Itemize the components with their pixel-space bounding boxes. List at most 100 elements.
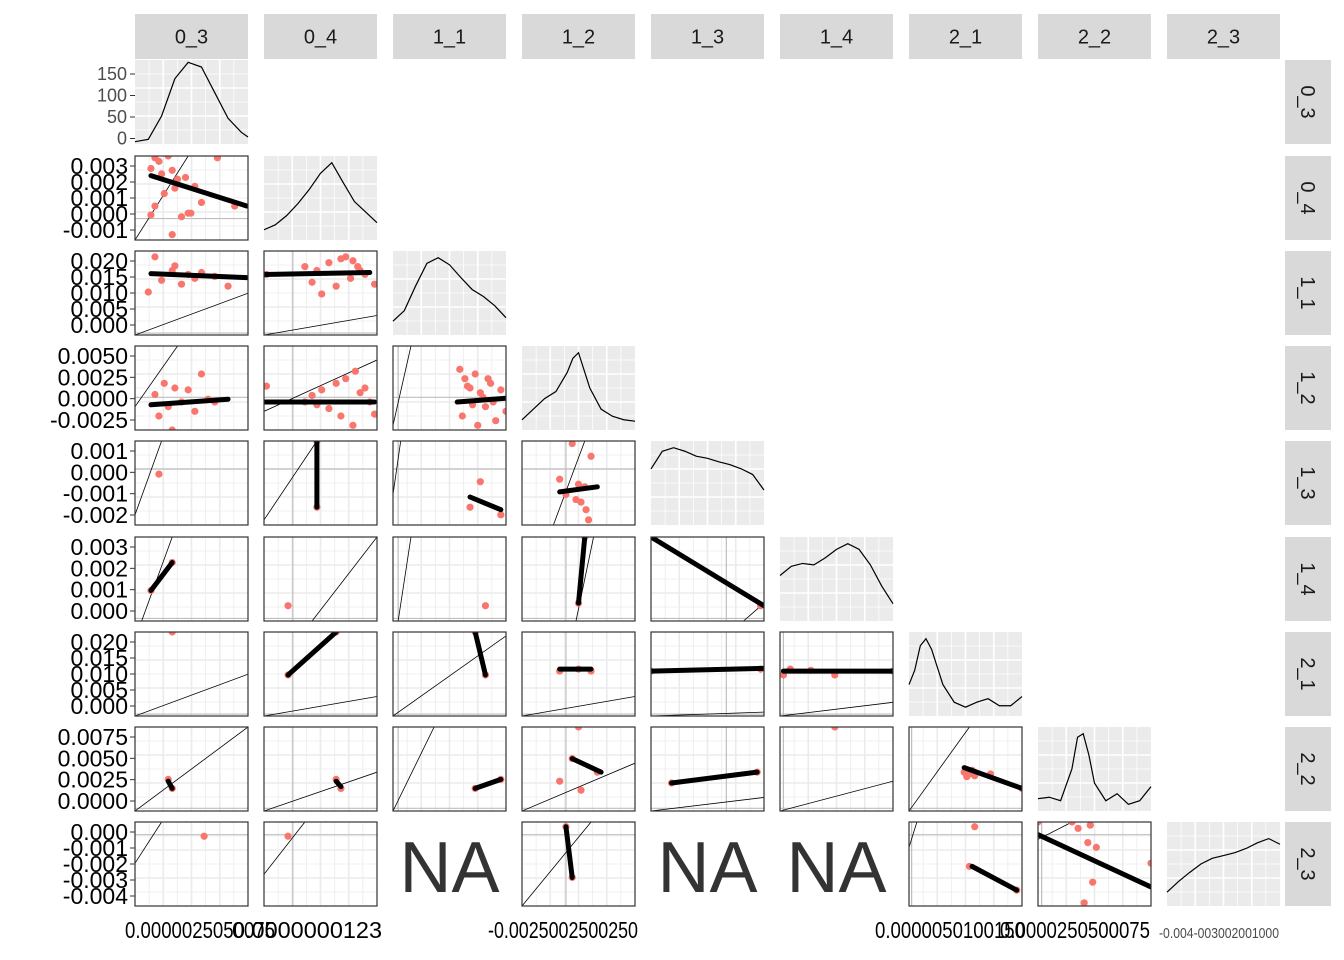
x-tick-label-0_3: 0.0000025050075: [125, 917, 275, 943]
reference-line: [393, 727, 435, 811]
data-point: [1038, 822, 1042, 826]
reference-line: [651, 711, 764, 716]
data-point: [200, 832, 208, 840]
reference-line: [780, 701, 893, 716]
panel-frame: [521, 440, 636, 526]
top-strip-label-2_3: 2_3: [1207, 27, 1240, 49]
fit-line: [285, 632, 339, 678]
scatter-panel-2_1-vs-0_3: [135, 632, 248, 716]
density-panel-0_4: [263, 156, 378, 240]
reference-line: [575, 537, 594, 621]
y-tick-label-2_1: 0.015: [70, 645, 128, 671]
data-point: [337, 412, 345, 420]
density-curve-1_1: [392, 257, 507, 322]
data-point: [318, 290, 326, 298]
scatter-panel-1_3-vs-0_3: [135, 441, 248, 525]
scatter-panel-2_2-vs-1_3: [651, 727, 764, 811]
data-point: [151, 390, 159, 399]
top-strip-label-0_3: 0_3: [175, 27, 208, 49]
y-tick-label-2_1: 0.010: [70, 661, 128, 687]
reference-line: [135, 346, 178, 407]
density-curve-2_1: [908, 637, 1023, 708]
fit-line: [472, 632, 488, 678]
panel-frame: [908, 821, 1023, 907]
y-tick-label-1_4: 0.001: [70, 577, 128, 603]
y-tick-label-0_4: 0.002: [70, 169, 128, 195]
fit-line: [148, 173, 248, 209]
data-point: [1092, 843, 1100, 851]
y-tick-label-1_2: 0.0050: [58, 343, 128, 369]
scatter-panel-2_1-vs-1_2: [522, 632, 635, 716]
y-tick-label: 0: [117, 129, 127, 149]
scatter-panel-2_2-vs-1_2: [522, 727, 635, 811]
data-point: [308, 278, 316, 286]
scatter-panel-1_4-vs-1_1: [393, 537, 506, 621]
reference-line: [909, 727, 970, 811]
scatter-panel-2_3-vs-1_2: [522, 822, 635, 906]
reference-line: [135, 673, 248, 716]
data-point: [151, 253, 159, 261]
data-point: [497, 511, 505, 519]
reference-line: [651, 797, 764, 811]
data-point: [1147, 859, 1151, 867]
y-tick-label-1_4: 0.003: [70, 534, 128, 560]
na-label: NA: [786, 828, 886, 908]
scatter-panel-2_3-vs-0_4: [264, 822, 377, 906]
scatter-panel-2_1-vs-1_4: [780, 632, 893, 716]
data-point: [155, 157, 163, 165]
reference-line: [135, 822, 162, 864]
top-strip-label-0_4: 0_4: [304, 27, 337, 49]
panel-frame: [521, 631, 636, 717]
top-strip-0_4: [264, 14, 377, 59]
panel-frame: [392, 631, 507, 717]
panel-frame: [521, 536, 636, 622]
data-point: [284, 602, 292, 610]
reference-line: [522, 762, 635, 811]
scatter-panel-0_4-vs-0_3: [135, 156, 248, 240]
panel-frame: [263, 821, 378, 907]
right-strip-label-1_3: 1_3: [1296, 466, 1318, 499]
y-tick-label-2_1: 0.000: [70, 693, 128, 719]
data-point: [171, 384, 179, 392]
y-tick-label-2_2: 0.0025: [58, 767, 128, 793]
data-point: [160, 189, 168, 198]
data-point: [164, 156, 172, 160]
right-strip-label-0_3: 0_3: [1296, 85, 1318, 118]
y-tick-label-2_3: -0.002: [63, 851, 128, 877]
density-panel-1_3: [650, 441, 765, 525]
reference-line: [135, 156, 189, 240]
data-point: [168, 632, 176, 636]
data-point: [332, 379, 340, 387]
density-curve-2_3: [1166, 837, 1281, 893]
fit-line: [651, 537, 764, 609]
y-tick-label-0_4: 0.001: [70, 185, 128, 211]
y-tick-label-1_1: 0.010: [70, 280, 128, 306]
reference-line: [264, 315, 377, 335]
data-point: [574, 480, 583, 488]
data-point: [361, 384, 369, 392]
panel-frame: [263, 345, 378, 431]
data-point: [484, 375, 492, 383]
reference-line: [264, 441, 318, 521]
y-tick-label-1_3: -0.001: [63, 481, 128, 507]
y-tick-label-2_2: 0.0050: [58, 745, 128, 771]
fit-line: [467, 494, 504, 513]
top-strip-label-1_1: 1_1: [433, 27, 466, 49]
y-tick-label-0_4: 0.003: [70, 153, 128, 179]
scatter-panel-1_2-vs-1_1: [393, 346, 506, 430]
scatter-panel-2_3-vs-2_2: [1038, 822, 1151, 906]
data-point: [346, 274, 355, 282]
y-tick-label-1_4: 0.000: [70, 598, 128, 624]
y-tick-label-0_4: -0.001: [63, 217, 128, 243]
top-strip-2_1: [909, 14, 1022, 59]
data-point: [349, 257, 357, 265]
panel-frame: [134, 440, 249, 526]
fit-line: [264, 269, 373, 277]
right-strip-label-2_2: 2_2: [1296, 752, 1318, 785]
panel-frame: [263, 536, 378, 622]
scatter-panel-1_4-vs-1_2: [522, 537, 635, 621]
right-strip-0_3: [1285, 60, 1331, 144]
reference-line: [393, 441, 402, 495]
data-point: [284, 832, 292, 840]
